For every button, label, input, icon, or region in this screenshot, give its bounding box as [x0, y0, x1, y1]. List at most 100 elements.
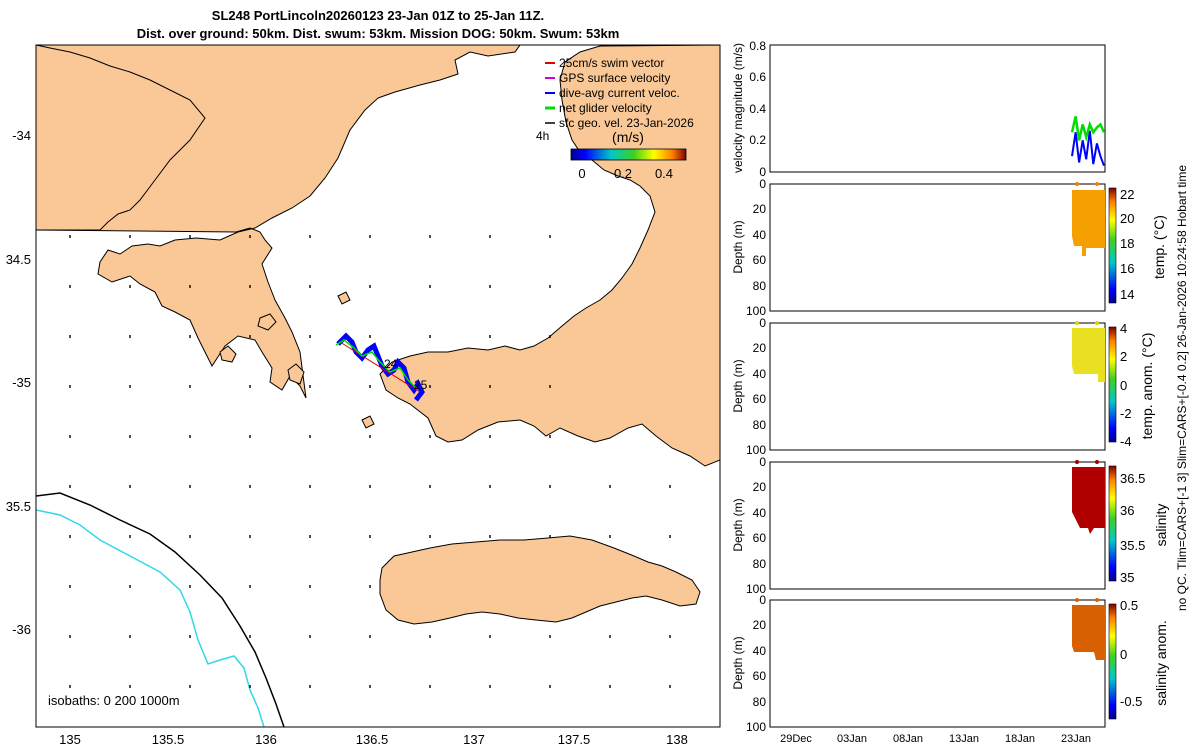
track-label-25: 25 — [414, 378, 428, 392]
temp-colorbar — [1108, 187, 1117, 304]
legend-label-swim-vector: 25cm/s swim vector — [559, 56, 664, 70]
island-3 — [287, 363, 305, 385]
salinity-ytick: 80 — [753, 557, 767, 571]
salinity-profile-block — [1072, 467, 1105, 534]
land-eyre-west-coast — [36, 45, 206, 231]
isobath-1000m — [36, 509, 265, 727]
salinity-anom-ylabel: Depth (m) — [731, 636, 745, 689]
temp-ytick: 40 — [753, 228, 767, 242]
salinity-anom-ytick: 40 — [753, 644, 767, 658]
temp-cbar-tick: 18 — [1120, 236, 1134, 251]
salinity-panel: Depth (m) 0 20 40 60 80 100 35 35.5 36 3… — [731, 455, 1169, 596]
salinity-ytick: 20 — [753, 480, 767, 494]
temp-cbar-tick: 16 — [1120, 261, 1134, 276]
temp-anom-ytick: 60 — [753, 392, 767, 406]
map-ytick-label: 35.5 — [6, 499, 31, 514]
map-xtick-label: 135 — [59, 732, 81, 747]
temp-frame — [769, 183, 1106, 312]
temp-ytick: 100 — [746, 304, 766, 318]
velocity-ytick: 0.8 — [749, 39, 766, 53]
salinity-anom-cbar-tick: 0.5 — [1120, 598, 1138, 613]
salinity-cbar-label: salinity — [1153, 504, 1169, 547]
velocity-ytick: 0.2 — [749, 133, 766, 147]
salinity-ytick: 60 — [753, 531, 767, 545]
velocity-ytick: 0.6 — [749, 70, 766, 84]
temp-anom-cbar-tick: -2 — [1120, 406, 1132, 421]
surface-geostrophic-velocity-arrows — [69, 235, 671, 688]
temp-ytick: 80 — [753, 279, 767, 293]
isobath-200m — [36, 492, 285, 727]
temp-anom-ylabel: Depth (m) — [731, 359, 745, 412]
salinity-anom-frame — [769, 599, 1106, 728]
map-xtick-label: 135.5 — [152, 732, 185, 747]
map-colorbar-label: (m/s) — [612, 129, 644, 145]
island-4 — [361, 415, 375, 429]
temp-ytick: 0 — [759, 177, 766, 191]
time-xtick-label: 23Jan — [1061, 733, 1091, 745]
time-xtick-label: 18Jan — [1005, 733, 1035, 745]
velocity-ytick: 0.4 — [749, 102, 766, 116]
temp-ylabel: Depth (m) — [731, 220, 745, 273]
temp-anom-frame — [769, 322, 1106, 451]
salinity-anom-surface-dot — [1075, 598, 1079, 602]
legend-extra-label: 4h — [536, 129, 549, 143]
track-label-24: 24 — [384, 357, 398, 371]
velocity-ylabel: velocity magnitude (m/s) — [731, 43, 745, 173]
salinity-ytick: 0 — [759, 455, 766, 469]
salinity-cbar-tick: 36.5 — [1120, 471, 1145, 486]
salinity-anom-panel: Depth (m) 0 20 40 60 80 100 -0.5 0 0.5 s… — [731, 593, 1169, 734]
temp-ytick: 20 — [753, 202, 767, 216]
legend-label-net-velocity: net glider velocity — [559, 101, 652, 115]
isobaths-label: isobaths: 0 200 1000m — [48, 693, 180, 708]
map-panel: 24 25 135 135.5 136 136.5 137 137.5 138 … — [6, 44, 721, 747]
map-colorbar-tick: 0.4 — [655, 166, 673, 181]
velocity-lines — [1070, 116, 1106, 167]
temp-anom-cbar-tick: 2 — [1120, 349, 1127, 364]
time-xtick-label: 03Jan — [837, 733, 867, 745]
salinity-anom-colorbar — [1108, 603, 1117, 720]
legend-label-dive-avg: dive-avg current veloc. — [559, 86, 680, 100]
legend-label-gps-velocity: GPS surface velocity — [559, 71, 670, 85]
salinity-anom-ytick: 80 — [753, 695, 767, 709]
map-ytick-label: -34 — [12, 128, 31, 143]
salinity-surface-dot — [1095, 460, 1099, 464]
map-legend: 25cm/s swim vector GPS surface velocity … — [536, 56, 694, 143]
velocity-frame — [769, 44, 1106, 173]
salinity-ylabel: Depth (m) — [731, 498, 745, 551]
temp-anom-colorbar — [1108, 326, 1117, 443]
temp-anom-panel: Depth (m) 0 20 40 60 80 100 -4 -2 0 2 4 … — [731, 316, 1155, 457]
title-line-1: SL248 PortLincoln20260123 23-Jan 01Z to … — [212, 8, 544, 23]
glider-track — [335, 332, 425, 402]
time-xtick-label: 29Dec — [780, 733, 812, 745]
temp-anom-profile-block — [1072, 328, 1105, 382]
temp-anom-cbar-tick: 4 — [1120, 321, 1127, 336]
temp-anom-ytick: 100 — [746, 443, 766, 457]
map-xtick-label: 138 — [666, 732, 688, 747]
temp-anom-ytick: 0 — [759, 316, 766, 330]
time-axis: 29Dec 03Jan 08Jan 13Jan 18Jan 23Jan — [780, 733, 1091, 745]
salinity-colorbar — [1108, 465, 1117, 582]
legend-label-sfc-geo: sfc geo. vel. 23-Jan-2026 — [559, 116, 694, 130]
temp-cbar-tick: 20 — [1120, 211, 1134, 226]
island-1 — [219, 345, 237, 363]
map-y-axis: -34 34.5 -35 35.5 -36 — [6, 128, 31, 637]
salinity-ytick: 100 — [746, 582, 766, 596]
temp-anom-ytick: 80 — [753, 418, 767, 432]
temp-cbar-tick: 22 — [1120, 187, 1134, 202]
temp-surface-dot — [1095, 182, 1099, 186]
map-ytick-label: -36 — [12, 622, 31, 637]
salinity-anom-cbar-label: salinity anom. — [1153, 620, 1169, 706]
salinity-cbar-tick: 35 — [1120, 570, 1134, 585]
temp-cbar-tick: 14 — [1120, 287, 1134, 302]
glider-track-net — [335, 339, 419, 391]
island-2 — [257, 313, 277, 331]
salinity-cbar-tick: 35.5 — [1120, 538, 1145, 553]
temp-ytick: 60 — [753, 253, 767, 267]
glider-track-swim — [339, 341, 421, 393]
map-colorbar-tick: 0 — [578, 166, 585, 181]
time-xtick-label: 13Jan — [949, 733, 979, 745]
temp-anom-ytick: 40 — [753, 367, 767, 381]
temp-anom-surface-dot — [1095, 321, 1099, 325]
salinity-anom-cbar-tick: 0 — [1120, 647, 1127, 662]
